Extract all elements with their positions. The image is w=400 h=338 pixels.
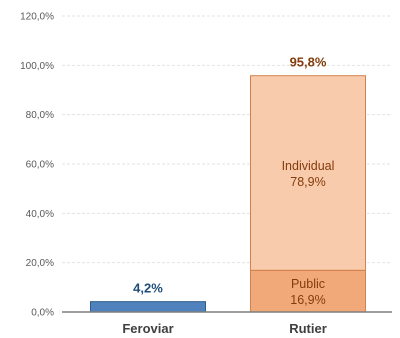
segment-label-value: 78,9% bbox=[290, 175, 325, 189]
segment-label-name: Individual bbox=[282, 159, 335, 173]
bar-segment-rutier-individual bbox=[250, 75, 366, 271]
y-tick-label: 60,0% bbox=[26, 160, 54, 171]
y-tick-label: 120,0% bbox=[20, 12, 54, 23]
total-data-label: 95,8% bbox=[290, 55, 327, 70]
x-category-label: Rutier bbox=[289, 321, 327, 336]
y-tick-label: 40,0% bbox=[26, 209, 54, 220]
bar-segment-feroviar bbox=[90, 301, 206, 313]
y-tick-label: 20,0% bbox=[26, 258, 54, 269]
segment-label-name: Public bbox=[291, 277, 325, 291]
y-tick-label: 0,0% bbox=[31, 308, 54, 319]
y-tick-label: 80,0% bbox=[26, 110, 54, 121]
y-tick-label: 100,0% bbox=[20, 61, 54, 72]
x-category-label: Feroviar bbox=[122, 321, 173, 336]
segment-label-value: 16,9% bbox=[290, 293, 325, 307]
total-data-label: 4,2% bbox=[133, 281, 163, 296]
